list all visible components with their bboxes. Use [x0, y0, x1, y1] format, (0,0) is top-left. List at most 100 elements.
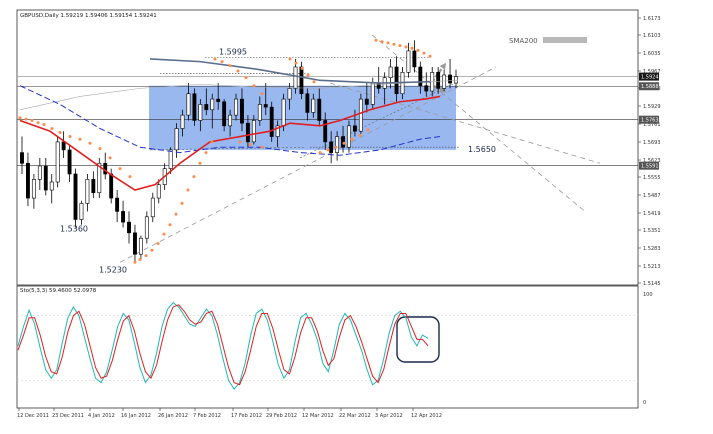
- psar-dot: [342, 141, 346, 145]
- candle-body: [454, 76, 458, 84]
- psar-dot: [138, 258, 142, 262]
- date-tick-label: 17 Feb 2012: [231, 413, 262, 419]
- sma200-legend-swatch: [543, 37, 587, 43]
- candle-body: [228, 114, 233, 127]
- stochastic-main-line: [17, 301, 429, 390]
- candle-body: [436, 72, 441, 89]
- candle-body: [305, 93, 310, 113]
- psar-dot: [174, 212, 178, 216]
- candle-body: [97, 162, 102, 194]
- price-mark-box: [639, 82, 659, 91]
- date-tick-label: 29 Feb 2012: [266, 413, 297, 419]
- psar-dot: [162, 232, 166, 236]
- psar-dot: [118, 167, 122, 171]
- sma200-line: [149, 58, 431, 84]
- candle-body: [412, 50, 417, 68]
- psar-dot: [404, 45, 408, 49]
- psar-dot: [260, 145, 264, 149]
- psar-dot: [156, 242, 160, 246]
- price-mark-box: [639, 161, 659, 170]
- psar-dot: [374, 38, 378, 42]
- candle-body: [156, 184, 161, 199]
- candle-body: [79, 203, 84, 220]
- psar-dot: [386, 41, 390, 45]
- chart-frame: [16, 9, 639, 409]
- candle-body: [406, 50, 411, 73]
- psar-dot: [210, 140, 214, 144]
- psar-dot: [168, 223, 172, 227]
- psar-dot: [42, 122, 46, 126]
- psar-dot: [300, 66, 304, 70]
- candle-body: [91, 179, 96, 194]
- price-tick-label: 1.5145: [643, 281, 661, 287]
- candle-body: [20, 152, 24, 164]
- candle-body: [424, 85, 429, 92]
- psar-dot: [24, 117, 28, 121]
- psar-dot: [318, 151, 322, 155]
- candle-body: [37, 165, 42, 180]
- chart-overlays: [17, 34, 638, 363]
- psar-dot: [244, 76, 248, 80]
- date-tick-label: 12 Mar 2012: [302, 413, 334, 419]
- stochastic-label: Sto(5,3,3) 59.4600 52.0978: [20, 288, 97, 294]
- bearish-arrow: [433, 85, 447, 93]
- red-ma-line: [19, 95, 441, 191]
- price-tick-label: 1.5623: [643, 158, 661, 164]
- psar-dot: [220, 60, 224, 64]
- psar-dot: [288, 57, 292, 61]
- price-annotation: 1.5995: [219, 48, 247, 57]
- psar-dot: [238, 140, 242, 144]
- psar-dot: [30, 118, 34, 122]
- date-tick-label: 7 Feb 2012: [193, 413, 221, 419]
- price-tick-label: 1.5761: [643, 122, 661, 128]
- psar-dot: [98, 147, 102, 151]
- candle-body: [275, 125, 280, 137]
- stochastic-panel-border: [16, 285, 639, 409]
- psar-dot: [326, 148, 330, 152]
- price-mark-label: 1.5763: [641, 118, 659, 124]
- axis-labels: 1.5995 1.5650 1.5360 1.5230 1.6173 1.6103 1.60…: [17, 16, 661, 419]
- psar-dot: [312, 80, 316, 84]
- price-tick-label: 1.5419: [643, 211, 661, 217]
- psar-dot: [68, 135, 72, 139]
- psar-dot: [410, 46, 414, 50]
- candle-body: [311, 98, 316, 113]
- candle-body: [138, 237, 143, 255]
- candle-body: [335, 136, 340, 153]
- support-trendline: [119, 66, 497, 263]
- candle-body: [257, 104, 262, 121]
- candlestick-series: [20, 40, 458, 263]
- candle-body: [364, 98, 369, 105]
- candle-body: [269, 106, 274, 137]
- date-tick-label: 12 Dec 2011: [17, 413, 49, 419]
- price-mark-label: 1.5591: [641, 164, 659, 170]
- psar-dot: [392, 42, 396, 46]
- candle-body: [216, 98, 221, 103]
- price-tick-label: 1.5555: [643, 175, 661, 181]
- price-tick-label: 1.5487: [643, 193, 661, 199]
- candle-body: [323, 120, 328, 143]
- price-mark-box: [639, 115, 659, 124]
- candle-body: [281, 98, 286, 127]
- psar-dot: [88, 141, 92, 145]
- psar-dot: [306, 73, 310, 77]
- date-tick-label: 4 Jan 2012: [88, 413, 115, 419]
- candle-body: [61, 141, 66, 151]
- date-tick-label: 3 Apr 2012: [375, 413, 403, 419]
- price-tick-label: 1.6035: [643, 51, 661, 57]
- psar-dot: [213, 57, 217, 61]
- price-annotation: 1.5650: [468, 145, 496, 154]
- price-tick-label: 1.6103: [643, 33, 661, 39]
- date-tick-label: 23 Dec 2011: [52, 413, 84, 419]
- psar-dot: [380, 40, 384, 44]
- candle-body: [358, 98, 363, 132]
- price-tick-label: 1.5929: [643, 104, 661, 110]
- price-mark-box: [639, 72, 659, 81]
- bullish-arrow-head: [439, 63, 446, 70]
- date-tick-label: 22 Mar 2012: [339, 413, 371, 419]
- candle-body: [186, 93, 191, 116]
- candle-body: [198, 104, 203, 121]
- psar-dot: [50, 127, 54, 131]
